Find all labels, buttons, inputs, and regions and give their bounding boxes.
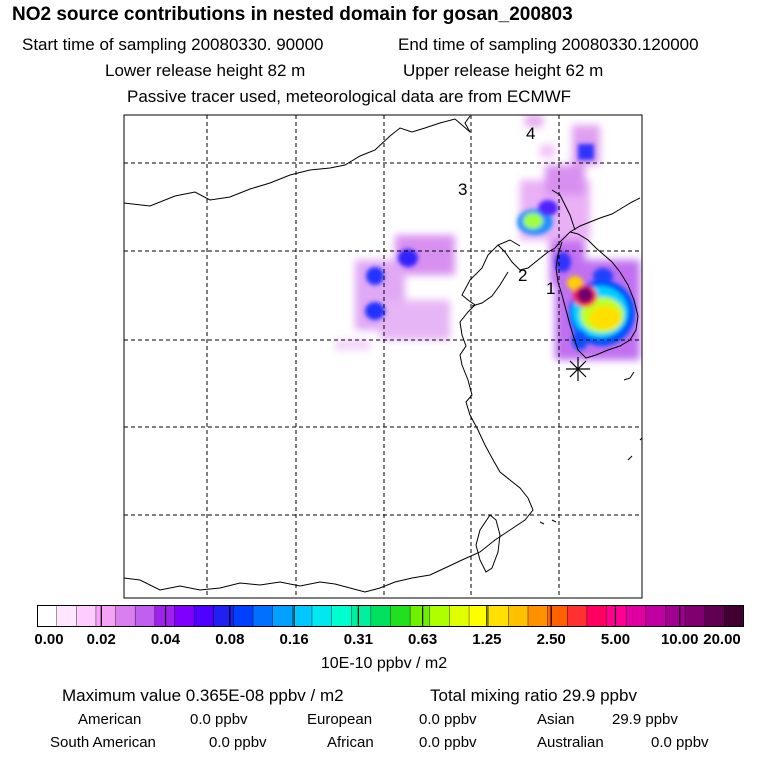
colorbar-tick-label: 1.25: [472, 631, 502, 648]
plume-layer: [335, 115, 640, 360]
colorbar-swatch: [410, 605, 431, 627]
australian-value: 0.0 ppbv: [651, 734, 709, 751]
colorbar-swatch: [233, 605, 254, 627]
colorbar-tick-label: 0.63: [408, 631, 438, 648]
region-label-4: 4: [526, 124, 535, 143]
colorbar-tick-label: 0.31: [343, 631, 373, 648]
colorbar-swatch: [547, 605, 568, 627]
colorbar-swatch: [135, 605, 156, 627]
colorbar-swatch: [351, 605, 372, 627]
colorbar-swatch: [527, 605, 549, 627]
max-value-label: Maximum value 0.365E-08 ppbv / m2: [62, 686, 344, 705]
start-time-label: Start time of sampling 20080330. 90000: [22, 35, 324, 54]
european-value: 0.0 ppbv: [419, 711, 477, 728]
receptor-asterisk-icon: [566, 357, 590, 381]
colorbar-swatch: [272, 605, 293, 627]
colorbar-swatch: [390, 605, 411, 627]
colorbar-tick-label: 0.04: [150, 631, 181, 648]
page-title: NO2 source contributions in nested domai…: [12, 4, 573, 25]
colorbar-swatch: [724, 605, 745, 627]
colorbar-swatch: [115, 605, 136, 627]
region-label-3: 3: [458, 180, 467, 199]
colorbar-swatch: [469, 605, 490, 627]
colorbar-swatch: [665, 605, 686, 627]
asian-value: 29.9 ppbv: [612, 711, 678, 728]
asian-label: Asian: [537, 711, 575, 728]
region-label-2: 2: [518, 266, 527, 285]
colorbar-tick-label: 0.02: [86, 631, 116, 648]
colorbar-tick-label: 0.08: [215, 631, 245, 648]
european-label: European: [307, 711, 373, 728]
colorbar-swatch: [194, 605, 215, 627]
colorbar-swatch: [508, 605, 529, 627]
colorbar-swatch: [37, 605, 58, 627]
american-value: 0.0 ppbv: [190, 711, 248, 728]
colorbar-border: [37, 605, 744, 627]
colorbar-tick-label: 10.00: [660, 631, 699, 648]
colorbar-swatch: [95, 605, 117, 627]
colorbar-swatch: [429, 605, 451, 627]
colorbar-swatch: [606, 605, 627, 627]
colorbar-tick-label: 20.00: [703, 631, 741, 648]
lower-release-label: Lower release height 82 m: [105, 61, 306, 80]
colorbar-tick-label: 2.50: [536, 631, 566, 648]
lat-lon-grid: [124, 115, 642, 598]
colorbar-swatch: [370, 605, 392, 627]
colorbar-swatch: [586, 605, 608, 627]
total-mixing-label: Total mixing ratio 29.9 ppbv: [430, 686, 637, 705]
upper-release-label: Upper release height 62 m: [403, 61, 604, 80]
colorbar-swatch: [331, 605, 352, 627]
region-label-1: 1: [546, 279, 555, 298]
colorbar-tick-label: 0.00: [34, 631, 64, 648]
colorbar-swatch: [253, 605, 274, 627]
map-frame: [123, 114, 643, 599]
colorbar-swatches: [36, 605, 745, 627]
colorbar-swatch: [311, 605, 333, 627]
colorbar: [36, 605, 745, 627]
african-label: African: [327, 734, 374, 751]
colorbar-tick-label: 0.16: [279, 631, 309, 648]
colorbar-swatch: [174, 605, 195, 627]
end-time-label: End time of sampling 20080330.120000: [398, 35, 699, 54]
south-american-label: South American: [50, 734, 156, 751]
colorbar-swatch: [685, 605, 706, 627]
tracer-note: Passive tracer used, meteorological data…: [127, 87, 572, 106]
american-label: American: [78, 711, 142, 728]
colorbar-swatch: [488, 605, 509, 627]
colorbar-swatch: [567, 605, 588, 627]
colorbar-swatch: [56, 605, 77, 627]
colorbar-swatch: [449, 605, 470, 627]
colorbar-units: 10E-10 ppbv / m2: [320, 655, 448, 672]
coastlines-borders: [124, 115, 642, 593]
colorbar-tick-label: 5.00: [600, 631, 631, 648]
colorbar-swatch: [76, 605, 97, 627]
south-american-value: 0.0 ppbv: [209, 734, 267, 751]
african-value: 0.0 ppbv: [419, 734, 477, 751]
colorbar-swatch: [213, 605, 234, 627]
colorbar-swatch: [626, 605, 647, 627]
region-labels: 1 2 3 4: [458, 124, 555, 298]
colorbar-swatch: [704, 605, 725, 627]
colorbar-swatch: [292, 605, 313, 627]
plume-inner: [365, 144, 635, 350]
australian-label: Australian: [537, 734, 604, 751]
colorbar-swatch: [645, 605, 667, 627]
